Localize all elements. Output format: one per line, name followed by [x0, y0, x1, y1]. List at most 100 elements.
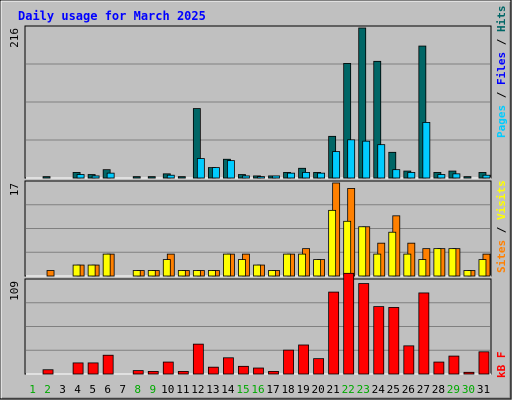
x-tick-day-16: 16: [251, 383, 264, 396]
x-tick-day-7: 7: [119, 383, 126, 396]
bar-hits-day-13: [211, 167, 220, 179]
bar-kbytes-day-15: [238, 365, 249, 375]
x-tick-day-3: 3: [59, 383, 66, 396]
x-tick-day-2: 2: [44, 383, 51, 396]
bar-hits-day-20: [317, 172, 326, 179]
legend-sep: /: [495, 32, 508, 52]
bar-hits-day-12: [196, 158, 205, 179]
bar-visits-day-13: [207, 270, 216, 277]
x-tick-day-10: 10: [161, 383, 174, 396]
x-tick-day-11: 11: [176, 383, 189, 396]
x-tick-day-21: 21: [327, 383, 340, 396]
bar-kbytes-day-9: [147, 371, 159, 375]
x-tick-day-18: 18: [281, 383, 294, 396]
bar-pages-day-8: [132, 176, 141, 179]
bar-kbytes-day-10: [162, 361, 174, 375]
bar-visits-day-28: [433, 248, 442, 277]
bar-hits-day-19: [302, 172, 310, 179]
bar-kbytes-day-14: [223, 357, 234, 375]
x-tick-day-15: 15: [236, 383, 249, 396]
bar-kbytes-day-11: [177, 371, 189, 375]
legend-panel-2: Sites / Visits: [495, 180, 508, 273]
bar-visits-day-8: [132, 270, 141, 277]
bar-visits-day-24: [373, 253, 382, 277]
x-tick-day-26: 26: [402, 383, 415, 396]
bar-kbytes-day-28: [433, 361, 445, 375]
bar-pages-day-11: [177, 176, 186, 179]
bar-kbytes-day-2: [42, 369, 54, 375]
bar-kbytes-day-6: [102, 354, 114, 375]
x-tick-day-4: 4: [74, 383, 81, 396]
bar-hits-day-26: [407, 172, 416, 179]
bar-hits-day-21: [332, 151, 341, 179]
bar-pages-day-24: [373, 60, 382, 179]
bar-hits-day-29: [452, 173, 461, 179]
x-tick-day-29: 29: [447, 383, 460, 396]
chart-title: Daily usage for March 2025: [18, 9, 206, 23]
bar-visits-day-6: [102, 253, 111, 277]
bar-visits-day-16: [253, 264, 261, 277]
bar-visits-day-17: [268, 270, 276, 277]
bar-kbytes-day-19: [298, 344, 309, 375]
y-max-label-1: 216: [8, 28, 21, 48]
bar-kbytes-day-18: [283, 349, 294, 375]
bar-visits-day-27: [418, 259, 427, 277]
bar-hits-day-5: [91, 175, 100, 179]
x-tick-day-20: 20: [312, 383, 325, 396]
bar-hits-day-6: [106, 172, 115, 179]
legend-hits: Hits: [495, 6, 508, 33]
legend-sep: /: [495, 85, 508, 105]
bar-kbytes-day-4: [72, 362, 84, 375]
bar-visits-day-30: [463, 270, 472, 277]
bar-hits-day-22: [347, 139, 356, 179]
bar-hits-day-28: [437, 174, 446, 179]
bar-visits-day-14: [223, 253, 231, 277]
bar-hits-day-31: [482, 174, 491, 179]
bar-kbytes-day-21: [328, 291, 340, 375]
bar-pages-day-25: [388, 151, 397, 179]
bar-visits-day-26: [403, 253, 412, 277]
bar-pages-day-27: [418, 45, 427, 179]
bar-visits-day-10: [162, 259, 171, 277]
bar-visits-day-21: [328, 209, 337, 277]
bar-pages-day-2: [42, 176, 51, 179]
x-tick-day-5: 5: [89, 383, 96, 396]
bar-kbytes-day-24: [373, 306, 385, 375]
bar-hits-day-10: [166, 174, 175, 179]
x-tick-day-31: 31: [477, 383, 490, 396]
bar-hits-day-16: [257, 176, 265, 179]
bar-kbytes-day-29: [448, 355, 460, 375]
bar-kbytes-day-23: [358, 283, 370, 375]
bar-kbytes-day-17: [268, 371, 279, 375]
bar-visits-day-19: [298, 253, 306, 277]
bar-visits-day-29: [448, 248, 457, 277]
bar-visits-day-25: [388, 231, 397, 277]
bar-kbytes-day-13: [207, 366, 219, 375]
x-tick-day-8: 8: [134, 383, 141, 396]
bar-hits-day-18: [287, 172, 295, 179]
legend-visits: Visits: [495, 180, 508, 220]
bar-visits-day-4: [72, 264, 81, 277]
bar-kbytes-day-27: [418, 292, 430, 375]
bar-kbytes-day-31: [478, 351, 490, 375]
bar-hits-day-17: [272, 175, 280, 179]
bar-sites-day-2: [46, 270, 55, 277]
bar-kbytes-day-12: [192, 343, 204, 375]
bar-pages-day-22: [343, 63, 352, 179]
legend-sep: /: [495, 220, 508, 240]
bar-hits-day-25: [392, 169, 401, 179]
x-tick-day-27: 27: [417, 383, 430, 396]
y-max-label-2: 17: [8, 183, 21, 196]
bar-visits-day-11: [177, 270, 186, 277]
bar-visits-day-12: [192, 270, 201, 277]
bar-hits-day-4: [76, 174, 85, 179]
legend-panel-1: Pages / Files / Hits: [495, 6, 508, 139]
bar-hits-day-15: [242, 175, 250, 179]
x-tick-day-30: 30: [462, 383, 475, 396]
bar-visits-day-20: [313, 259, 322, 277]
x-tick-day-6: 6: [104, 383, 111, 396]
bar-kbytes-day-26: [403, 345, 415, 375]
